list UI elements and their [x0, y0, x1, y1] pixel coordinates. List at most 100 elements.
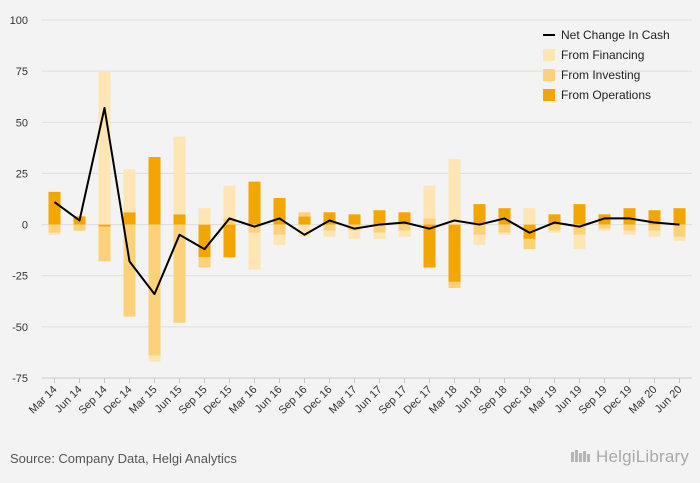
bar-from-operations [98, 224, 111, 227]
y-tick-label: 25 [16, 168, 28, 180]
x-tick-label: Jun 20 [653, 384, 685, 416]
legend-label: Net Change In Cash [561, 28, 670, 42]
bar-from-investing [648, 224, 661, 231]
bar-from-investing [573, 224, 586, 235]
y-axis: -75 -50 -25 0 25 50 75 100 [10, 15, 28, 385]
bar-from-operations [298, 216, 311, 225]
bar-from-investing [448, 281, 461, 288]
bar-from-financing [48, 232, 61, 235]
x-tick-label: Mar 19 [527, 384, 560, 417]
legend-swatch [543, 89, 555, 101]
bar-from-financing [448, 159, 461, 225]
x-tick-label: Mar 20 [627, 384, 660, 417]
bar-from-operations [448, 224, 461, 282]
bar-from-financing [223, 185, 236, 219]
bar-from-financing [623, 230, 636, 235]
bar-from-operations [348, 214, 361, 225]
bar-from-operations [48, 191, 61, 225]
legend-label: From Investing [561, 68, 640, 82]
bar-from-investing [323, 224, 336, 231]
bar-from-financing [198, 208, 211, 225]
bar-from-investing [548, 224, 561, 231]
bar-from-investing [673, 224, 686, 237]
x-tick-label: Mar 16 [227, 384, 260, 417]
y-tick-label: -50 [12, 322, 28, 334]
legend-swatch [543, 49, 555, 61]
bar-from-operations [398, 212, 411, 225]
bar-from-operations [123, 212, 136, 225]
bars [48, 71, 686, 362]
bar-from-investing [598, 224, 611, 229]
bar-from-financing [273, 234, 286, 246]
bar-from-financing [423, 185, 436, 219]
x-tick-label: Mar 14 [27, 384, 60, 417]
bar-from-operations [148, 157, 161, 225]
bar-from-investing [623, 224, 636, 231]
bar-from-operations [673, 208, 686, 225]
bar-from-operations [623, 208, 636, 225]
legend-label: From Operations [561, 88, 651, 102]
bar-from-operations [498, 208, 511, 225]
bar-from-operations [223, 224, 236, 258]
y-tick-label: 100 [10, 15, 28, 27]
bar-from-financing [123, 169, 136, 213]
bar-from-financing [573, 234, 586, 250]
bar-from-financing [98, 71, 111, 225]
bar-from-financing [598, 228, 611, 231]
bar-from-operations [473, 204, 486, 225]
bar-from-investing [523, 238, 536, 250]
bar-from-financing [648, 230, 661, 237]
bar-from-financing [498, 232, 511, 235]
y-tick-label: -25 [12, 271, 28, 283]
bar-from-financing [173, 136, 186, 215]
y-tick-label: -75 [12, 373, 28, 385]
bar-from-operations [198, 224, 211, 258]
bar-from-operations [173, 214, 186, 225]
bar-from-financing [548, 230, 561, 233]
bar-from-investing [48, 224, 61, 233]
bar-from-operations [573, 204, 586, 225]
bar-from-investing [473, 224, 486, 235]
bar-from-operations [373, 210, 386, 225]
bar-from-investing [248, 224, 261, 233]
x-tick-label: Mar 17 [327, 384, 360, 417]
bar-from-investing [98, 226, 111, 262]
bar-from-operations [423, 224, 436, 268]
bar-from-investing [423, 218, 436, 225]
bar-from-investing [198, 257, 211, 268]
legend-label: From Financing [561, 48, 644, 62]
brand-logo: HelgiLibrary [570, 447, 689, 467]
legend-swatch [543, 69, 555, 81]
bar-from-operations [648, 210, 661, 225]
x-tick-label: Mar 18 [427, 384, 460, 417]
library-icon [571, 450, 590, 462]
y-tick-label: 0 [22, 220, 28, 232]
y-tick-label: 75 [16, 66, 28, 78]
bar-from-financing [373, 232, 386, 239]
bar-from-financing [148, 355, 161, 362]
bar-from-financing [348, 230, 361, 239]
bar-from-financing [398, 230, 411, 237]
net-change-line [53, 106, 680, 296]
bar-from-financing [248, 232, 261, 270]
bar-from-investing [173, 224, 186, 323]
y-tick-label: 50 [16, 117, 28, 129]
source-note: Source: Company Data, Helgi Analytics [10, 451, 237, 466]
bar-from-financing [523, 208, 536, 225]
bar-from-investing [148, 224, 161, 356]
bar-from-investing [373, 224, 386, 233]
x-tick-label: Mar 15 [127, 384, 160, 417]
bar-from-financing [473, 234, 486, 246]
brand-name: HelgiLibrary [596, 447, 690, 466]
bar-from-investing [298, 212, 311, 217]
bar-from-financing [323, 230, 336, 237]
bar-from-investing [223, 218, 236, 225]
bar-from-financing [673, 236, 686, 241]
bar-from-investing [498, 224, 511, 233]
bar-from-investing [398, 224, 411, 231]
bar-from-investing [273, 224, 286, 235]
legend: Net Change In Cash From Financing From Inv… [543, 28, 670, 102]
bar-from-operations [248, 181, 261, 225]
